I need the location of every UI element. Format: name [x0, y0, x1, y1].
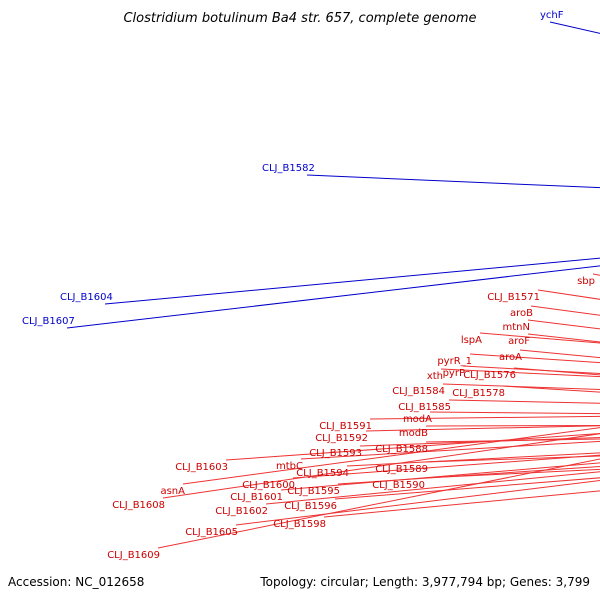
red-gene-label: modB	[399, 428, 428, 439]
red-leader	[292, 454, 600, 479]
red-gene-label: asnA	[160, 486, 185, 497]
blue-gene-label: ychF	[540, 10, 564, 21]
red-gene-label: CLJ_B1585	[398, 402, 451, 413]
red-gene-label: aroA	[499, 352, 522, 363]
red-gene-label: CLJ_B1592	[315, 433, 368, 444]
red-gene-label: CLJ_B1602	[215, 506, 268, 517]
red-leader	[359, 436, 600, 447]
red-gene-label: CLJ_B1584	[392, 386, 445, 397]
red-leader	[592, 273, 600, 276]
red-leader	[157, 458, 600, 549]
red-leader	[346, 452, 600, 467]
gene-labels: ychF CLJ_B1582 CLJ_B1604 CLJ_B1607 sbp CLJ_B1…	[22, 10, 595, 561]
blue-leader	[66, 265, 600, 329]
red-leader	[225, 432, 600, 461]
blue-leader	[306, 174, 600, 189]
red-leader	[265, 471, 600, 505]
red-gene-label: CLJ_B1590	[372, 480, 425, 491]
red-gene-label: CLJ_B1608	[112, 500, 165, 511]
red-gene-label: CLJ_B1591	[319, 421, 372, 432]
red-gene-label: CLJ_B1571	[487, 292, 540, 303]
topology-text: Topology: circular; Length: 3,977,794 bp…	[259, 575, 590, 589]
red-gene-label: aroB	[510, 308, 533, 319]
red-leader	[162, 433, 600, 499]
red-gene-label: mtnN	[503, 322, 530, 333]
blue-gene-label: CLJ_B1582	[262, 163, 315, 174]
red-leader	[280, 462, 600, 491]
red-gene-label: mtbC	[276, 461, 303, 472]
red-leader	[323, 490, 600, 518]
accession-text: Accession: NC_012658	[8, 575, 144, 589]
red-gene-label: lspA	[461, 335, 482, 346]
red-leader	[235, 479, 600, 526]
red-leader	[300, 440, 600, 460]
red-gene-label: CLJ_B1600	[242, 480, 295, 491]
blue-gene-label: CLJ_B1604	[60, 292, 113, 303]
red-gene-label: CLJ_B1594	[296, 468, 349, 479]
label-leaders	[66, 21, 600, 549]
red-gene-label: CLJ_B1578	[452, 388, 505, 399]
red-leader	[334, 477, 600, 500]
red-gene-label: pyrR_1	[437, 356, 472, 367]
red-gene-label: CLJ_B1596	[284, 501, 337, 512]
red-gene-label: CLJ_B1605	[185, 527, 238, 538]
red-gene-label: CLJ_B1576	[463, 370, 516, 381]
red-gene-label: CLJ_B1595	[287, 486, 340, 497]
red-gene-label: CLJ_B1598	[273, 519, 326, 530]
red-gene-label: CLJ_B1589	[375, 464, 428, 475]
red-gene-label: CLJ_B1609	[107, 550, 160, 561]
red-gene-label: CLJ_B1588	[375, 444, 428, 455]
red-leader	[425, 424, 600, 427]
red-gene-label: CLJ_B1601	[230, 492, 283, 503]
red-gene-label: sbp	[577, 276, 595, 287]
blue-leader	[549, 21, 600, 34]
map-title: Clostridium botulinum Ba4 str. 657, comp…	[123, 11, 476, 26]
blue-leader	[104, 257, 600, 305]
blue-gene-label: CLJ_B1607	[22, 316, 75, 327]
red-gene-label: pyrP	[443, 368, 465, 379]
red-leader	[429, 411, 600, 415]
red-gene-label: aroF	[508, 336, 530, 347]
red-leader	[337, 466, 600, 485]
red-gene-label: xth	[427, 371, 443, 382]
red-gene-label: CLJ_B1593	[309, 448, 362, 459]
red-gene-label: CLJ_B1603	[175, 462, 228, 473]
red-gene-label: modA	[403, 414, 432, 425]
red-leader	[530, 305, 600, 316]
red-leader	[182, 427, 600, 485]
